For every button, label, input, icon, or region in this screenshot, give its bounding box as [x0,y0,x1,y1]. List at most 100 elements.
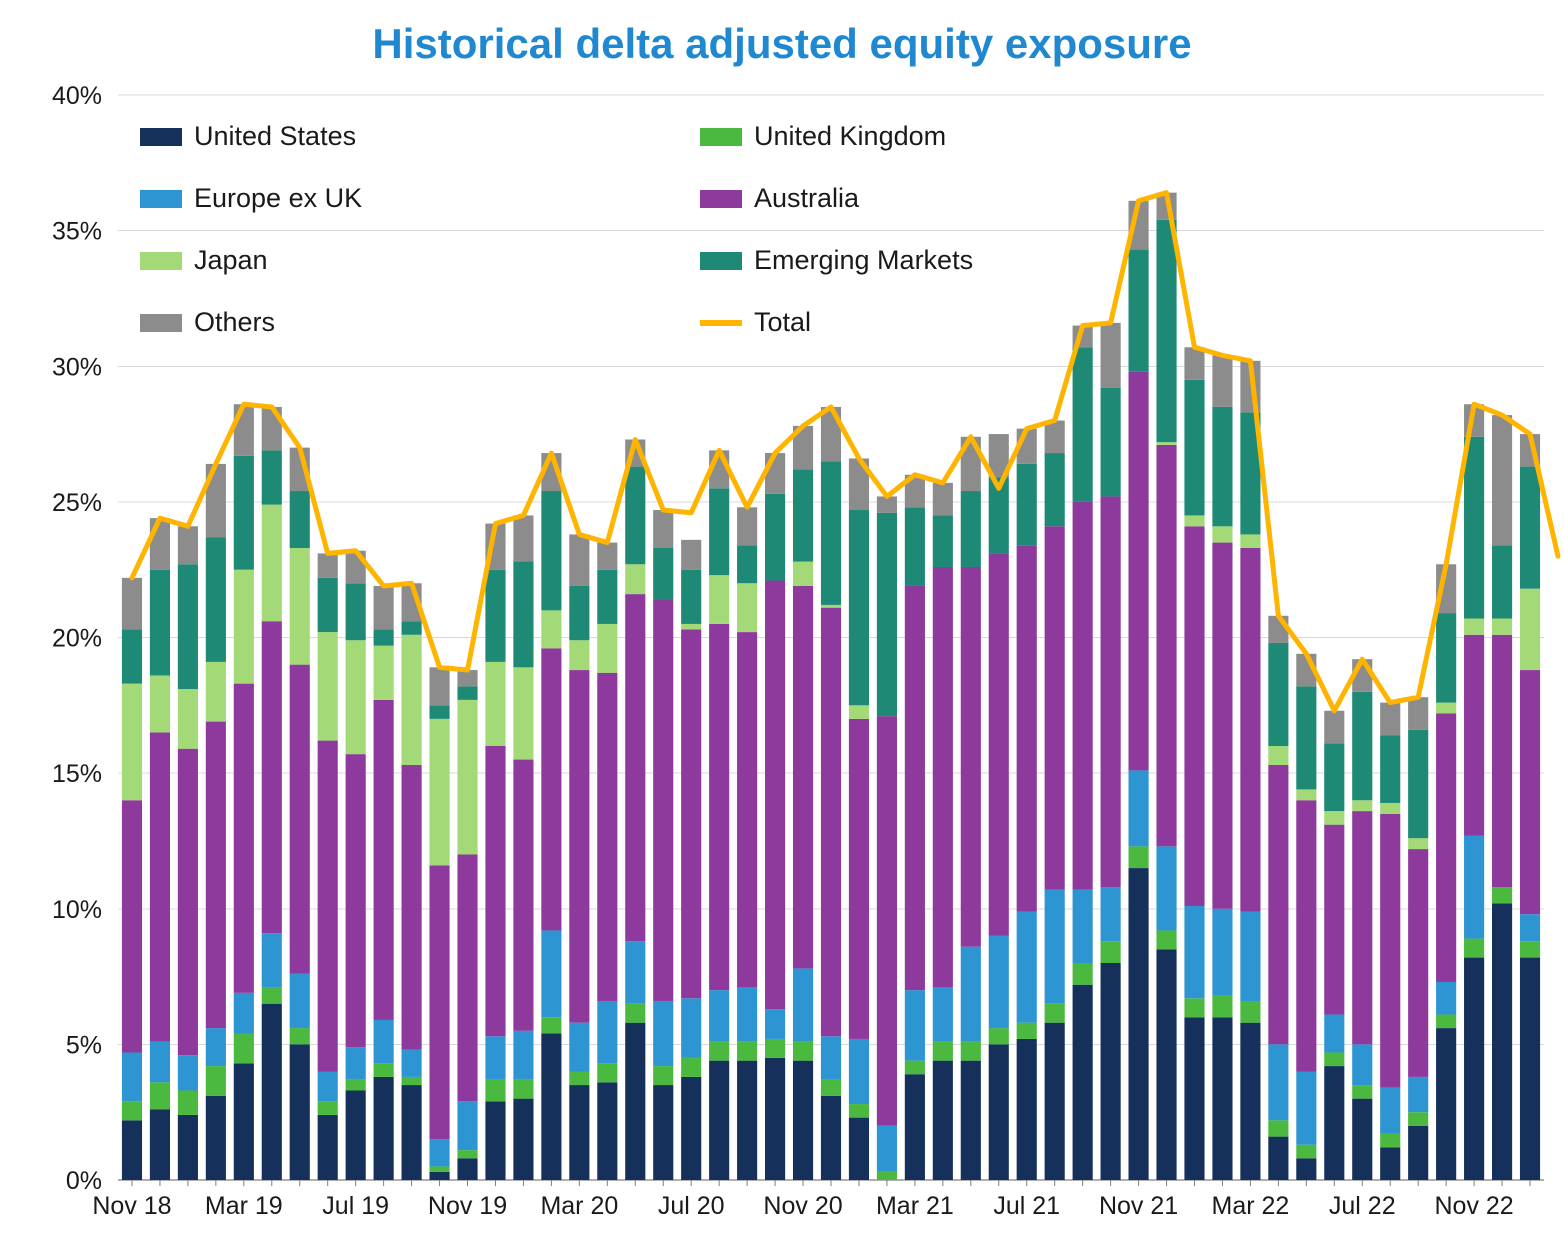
bar-segment [905,586,925,990]
bar-segment [653,548,673,600]
bar-segment [402,635,422,765]
legend-label: Japan [194,245,268,275]
bar-segment [597,570,617,624]
bar-segment [374,1063,394,1077]
bar-segment [737,507,757,545]
bar-segment [541,1017,561,1033]
x-tick-label: Nov 20 [763,1192,842,1220]
x-tick-label: Jul 21 [993,1192,1060,1220]
bar-segment [1017,1039,1037,1180]
bar-segment [457,686,477,700]
y-tick-label: 0% [66,1167,102,1195]
bar-segment [1352,1085,1372,1099]
bar-segment [290,1028,310,1044]
legend-label: Emerging Markets [754,245,973,275]
bar-segment [1324,711,1344,744]
bar-segment [1352,1099,1372,1180]
legend-label: United States [194,121,356,151]
bar-segment [1045,526,1065,889]
bar-segment [569,1085,589,1180]
bar-segment [821,608,841,1037]
bar-segment [1380,814,1400,1088]
bar-segment [1296,1158,1316,1180]
bar-segment [709,575,729,624]
bar-segment [541,930,561,1017]
bar-segment [318,553,338,577]
bar-segment [877,1126,897,1172]
bar-segment [765,1039,785,1058]
x-tick-label: Nov 21 [1099,1192,1178,1220]
bar-segment [1492,545,1512,618]
bar-segment [681,1077,701,1180]
bar-segment [429,1172,449,1180]
bar-segment [737,1061,757,1180]
bar-segment [1464,958,1484,1180]
bar-segment [485,1080,505,1102]
bar-segment [793,1061,813,1180]
bar-segment [1324,811,1344,825]
y-tick-label: 35% [52,218,102,246]
bar-segment [150,1082,170,1109]
bar-segment [318,741,338,1072]
bar-segment [318,578,338,632]
bar-segment [569,1072,589,1086]
bar-segment [122,1053,142,1102]
bar-segment [961,567,981,947]
bar-segment [1101,941,1121,963]
bar-segment [1436,713,1456,982]
bar-segment [1464,939,1484,958]
bar-segment [1101,887,1121,941]
x-tick-label: Mar 19 [205,1192,283,1220]
bar-segment [821,461,841,605]
bar-segment [1045,1023,1065,1180]
bar-segment [765,453,785,494]
bar-segment [429,1166,449,1171]
bar-segment [485,570,505,662]
bar-segment [402,1077,422,1085]
x-tick-label: Nov 18 [92,1192,171,1220]
bar-segment [513,562,533,668]
bar-segment [262,450,282,504]
bar-segment [1436,982,1456,1015]
bar-segment [457,1101,477,1150]
bar-segment [1129,250,1149,372]
bar-segment [681,540,701,570]
bar-segment [122,1120,142,1180]
bar-segment [821,1096,841,1180]
legend-label: Total [754,307,811,337]
bar-segment [1324,1066,1344,1180]
bar-segment [961,1042,981,1061]
bar-segment [1380,1088,1400,1134]
bar-segment [290,665,310,974]
bar-segment [429,667,449,705]
bar-segment [569,1023,589,1072]
bar-segment [262,987,282,1003]
bar-segment [765,494,785,581]
x-tick-label: Mar 20 [540,1192,618,1220]
bar-segment [961,491,981,567]
bar-segment [877,513,897,716]
bar-segment [625,594,645,941]
bar-segment [989,1044,1009,1180]
bar-segment [1268,1137,1288,1180]
bar-segment [178,1055,198,1090]
bar-segment [429,719,449,865]
bar-segment [290,974,310,1028]
bar-segment [1296,686,1316,789]
bar-segment [709,1061,729,1180]
bar-segment [1184,1017,1204,1180]
bar-segment [262,933,282,987]
bar-segment [625,941,645,1003]
y-tick-label: 10% [52,896,102,924]
bar-segment [737,632,757,987]
bar-segment [1184,906,1204,998]
bar-segment [513,515,533,561]
bar-segment [122,578,142,630]
bar-segment [1073,502,1093,890]
bar-segment [1017,545,1037,911]
bar-segment [1436,1015,1456,1029]
bar-segment [905,990,925,1061]
bar-segment [346,1047,366,1080]
bar-segment [681,1058,701,1077]
bar-segment [374,700,394,1020]
